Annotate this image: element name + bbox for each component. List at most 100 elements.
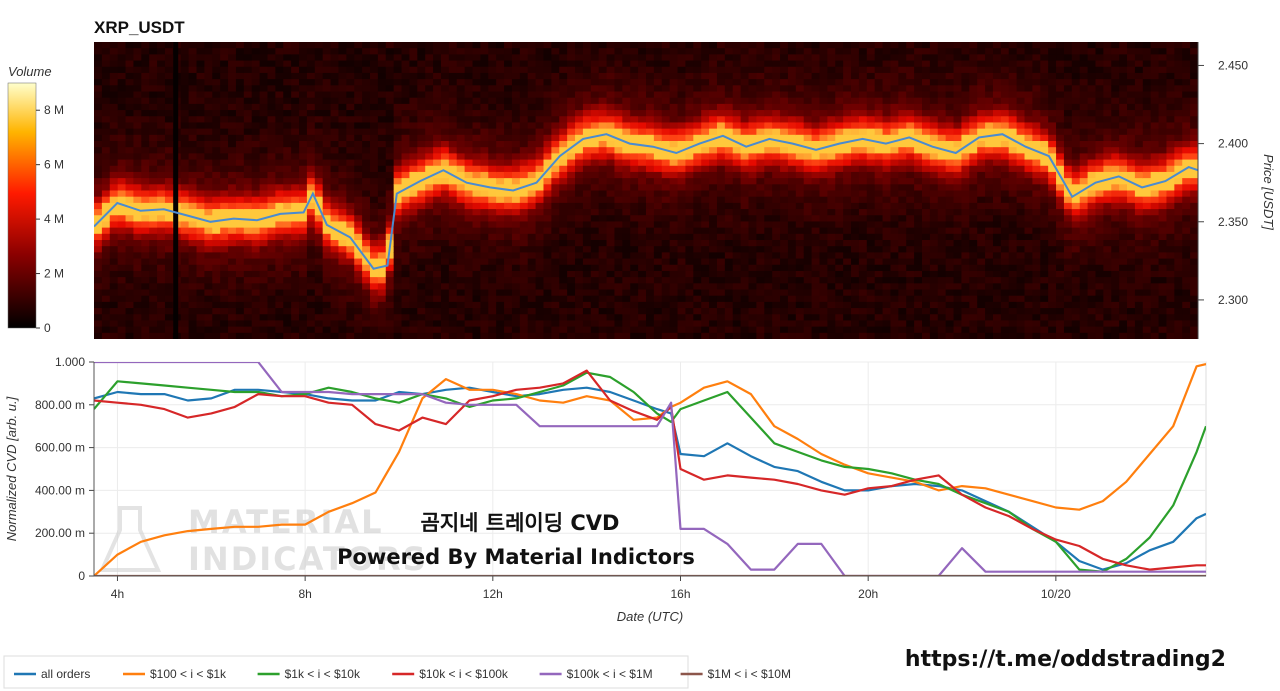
heatmap-cell <box>535 190 545 198</box>
heatmap-cell <box>448 66 458 74</box>
heatmap-cell <box>772 79 781 86</box>
heatmap-cell <box>638 227 647 235</box>
heatmap-cell <box>322 190 332 198</box>
heatmap-cell <box>204 171 213 179</box>
heatmap-cell <box>314 190 324 198</box>
heatmap-cell <box>417 227 426 235</box>
heatmap-cell <box>803 72 813 80</box>
heatmap-cell <box>527 301 537 309</box>
heatmap-cell <box>882 270 892 278</box>
heatmap-cell <box>101 258 111 266</box>
heatmap-cell <box>291 110 300 117</box>
heatmap-cell <box>299 66 308 74</box>
heatmap-cell <box>338 332 347 339</box>
heatmap-cell <box>748 252 757 260</box>
heatmap-cell <box>188 227 198 235</box>
heatmap-cell <box>724 221 734 229</box>
heatmap-cell <box>417 116 426 124</box>
heatmap-cell <box>188 60 198 68</box>
heatmap-cell <box>709 110 718 117</box>
heatmap-cell <box>346 134 355 142</box>
heatmap-cell <box>803 159 813 167</box>
heatmap-cell <box>141 141 150 148</box>
heatmap-cell <box>275 295 284 303</box>
heatmap-cell <box>204 270 213 278</box>
heatmap-cell <box>590 240 600 247</box>
heatmap-cell <box>732 295 742 303</box>
heatmap-cell <box>401 270 411 278</box>
heatmap-cell <box>306 301 316 309</box>
heatmap-cell <box>772 196 781 204</box>
heatmap-cell <box>740 134 750 142</box>
heatmap-cell <box>843 60 852 68</box>
heatmap-cell <box>354 165 363 173</box>
heatmap-cell <box>149 221 158 229</box>
heatmap-cell <box>748 103 757 111</box>
heatmap-cell <box>511 277 521 284</box>
heatmap-cell <box>858 240 868 247</box>
heatmap-cell <box>362 190 371 198</box>
heatmap-cell <box>133 122 142 130</box>
heatmap-cell <box>472 326 481 334</box>
heatmap-cell <box>598 264 608 272</box>
heatmap-cell <box>669 60 679 68</box>
heatmap-cell <box>322 184 332 192</box>
heatmap-cell <box>488 221 497 229</box>
heatmap-cell <box>819 48 828 55</box>
heatmap-cell <box>677 60 687 68</box>
heatmap-cell <box>472 66 481 74</box>
heatmap-cell <box>409 314 418 322</box>
colorbar-tick-label: 6 M <box>44 158 64 172</box>
heatmap-cell <box>504 246 513 253</box>
heatmap-cell <box>409 332 418 339</box>
heatmap-cell <box>370 190 379 198</box>
heatmap-cell <box>417 221 426 229</box>
heatmap-cell <box>677 202 687 210</box>
heatmap-cell <box>472 54 481 62</box>
heatmap-cell <box>464 42 474 49</box>
heatmap-cell <box>866 233 876 241</box>
heatmap-cell <box>204 147 213 154</box>
heatmap-cell <box>693 159 702 167</box>
heatmap-cell <box>677 283 687 291</box>
heatmap-cell <box>535 270 545 278</box>
heatmap-cell <box>827 79 836 86</box>
heatmap-cell <box>330 227 340 235</box>
heatmap-cell <box>661 221 671 229</box>
heatmap-cell <box>519 147 529 154</box>
heatmap-cell <box>567 110 576 117</box>
heatmap-cell <box>117 42 127 49</box>
heatmap-cell <box>464 116 474 124</box>
heatmap-cell <box>866 110 876 117</box>
heatmap-cell <box>220 283 229 291</box>
heatmap-cell <box>535 289 545 297</box>
heatmap-cell <box>780 165 789 173</box>
heatmap-cell <box>362 128 371 136</box>
heatmap-cell <box>559 221 568 229</box>
heatmap-cell <box>496 79 505 86</box>
heatmap-cell <box>393 270 403 278</box>
heatmap-cell <box>401 301 411 309</box>
heatmap-cell <box>559 159 568 167</box>
heatmap-cell <box>322 301 332 309</box>
heatmap-cell <box>243 301 253 309</box>
heatmap-cell <box>251 240 261 247</box>
heatmap-cell <box>228 128 237 136</box>
heatmap-cell <box>638 54 647 62</box>
heatmap-cell <box>653 153 663 161</box>
heatmap-cell <box>559 42 568 49</box>
heatmap-cell <box>709 60 718 68</box>
heatmap-cell <box>267 264 276 272</box>
heatmap-cell <box>346 221 355 229</box>
heatmap-cell <box>606 128 616 136</box>
heatmap-cell <box>693 116 702 124</box>
heatmap-cell <box>701 54 710 62</box>
heatmap-cell <box>330 289 340 297</box>
heatmap-cell <box>709 240 718 247</box>
heatmap-cell <box>94 196 103 204</box>
heatmap-cell <box>362 72 371 80</box>
heatmap-cell <box>448 233 458 241</box>
heatmap-cell <box>669 326 679 334</box>
heatmap-cell <box>661 295 671 303</box>
heatmap-cell <box>164 190 174 198</box>
